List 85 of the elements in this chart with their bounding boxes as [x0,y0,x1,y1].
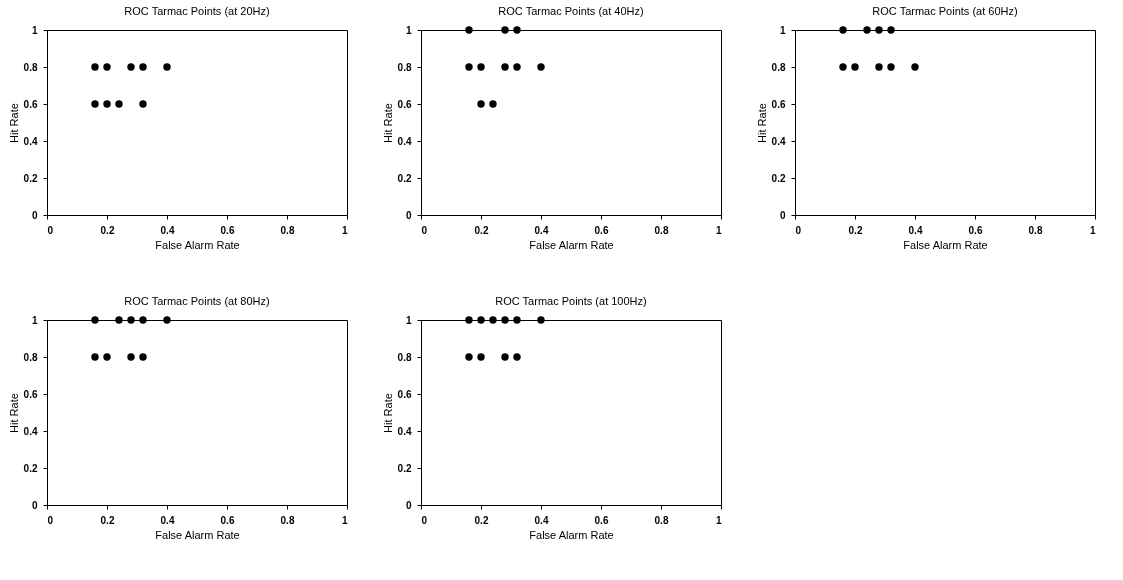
point [465,63,473,71]
x-tick-label: 0.6 [594,514,609,526]
x-tick-label: 0 [795,224,802,236]
x-axis-title: False Alarm Rate [155,528,240,541]
point [477,63,485,71]
point [477,100,485,108]
x-tick-label: 1 [1089,224,1096,236]
x-tick-label: 0.4 [160,514,175,526]
x-tick-label: 0.2 [474,224,489,236]
x-tick-label: 0.6 [968,224,983,236]
y-tick-label: 1 [31,24,38,36]
x-axis-title: False Alarm Rate [903,238,988,251]
x-tick-label: 0.6 [220,224,235,236]
x-tick-label: 0 [421,514,428,526]
y-tick-label: 0.4 [771,135,786,147]
y-tick-label: 0.4 [397,135,412,147]
y-tick-label: 0.6 [771,98,786,110]
point [489,100,497,108]
y-tick-label: 0.6 [397,388,412,400]
y-tick-label: 0.2 [23,462,38,474]
x-tick-label: 0.4 [908,224,923,236]
x-tick-label: 0 [421,224,428,236]
y-tick-label: 0.2 [23,172,38,184]
y-tick-label: 0.8 [771,61,786,73]
y-tick-label: 0.8 [23,351,38,363]
y-tick-label: 0.2 [771,172,786,184]
y-tick-label: 1 [405,314,412,326]
x-tick-label: 0.2 [100,224,115,236]
y-tick-label: 0.8 [397,61,412,73]
x-tick-label: 0.8 [280,514,295,526]
y-tick-label: 0 [405,209,412,221]
chart-title: ROC Tarmac Points (at 40Hz) [498,5,644,17]
x-tick-label: 0 [47,514,54,526]
x-tick-label: 0.6 [594,224,609,236]
y-tick-label: 1 [405,24,412,36]
x-tick-label: 0.4 [534,514,549,526]
y-axis-title: Hit Rate [755,103,768,143]
x-tick-label: 0.8 [654,224,669,236]
y-tick-label: 0 [405,499,412,511]
y-axis-title: Hit Rate [7,103,20,143]
chart-title: ROC Tarmac Points (at 20Hz) [124,5,270,17]
x-tick-label: 0 [47,224,54,236]
x-tick-label: 0.8 [280,224,295,236]
x-tick-label: 0.2 [474,514,489,526]
x-tick-label: 0.2 [100,514,115,526]
y-tick-label: 0.4 [397,425,412,437]
point [501,26,509,34]
x-tick-label: 0.2 [848,224,863,236]
y-tick-label: 0.6 [397,98,412,110]
x-tick-label: 0.8 [1028,224,1043,236]
x-tick-label: 0.6 [220,514,235,526]
point [501,63,509,71]
x-axis-title: False Alarm Rate [155,238,240,251]
chart-title: ROC Tarmac Points (at 60Hz) [872,5,1018,17]
chart-title: ROC Tarmac Points (at 80Hz) [124,295,270,307]
y-axis-title: Hit Rate [381,393,394,433]
x-axis-title: False Alarm Rate [529,528,614,541]
y-tick-label: 0 [779,209,786,221]
y-tick-label: 0.8 [23,61,38,73]
x-tick-label: 1 [715,224,722,236]
y-tick-label: 0.4 [23,135,38,147]
x-tick-label: 0.8 [654,514,669,526]
y-tick-label: 0.6 [23,98,38,110]
point [513,26,521,34]
y-tick-label: 0.2 [397,462,412,474]
y-axis-title: Hit Rate [381,103,394,143]
x-tick-label: 1 [341,224,348,236]
x-tick-label: 1 [341,514,348,526]
y-axis-title: Hit Rate [7,393,20,433]
x-tick-label: 1 [715,514,722,526]
point [513,63,521,71]
x-axis-title: False Alarm Rate [529,238,614,251]
x-tick-label: 0.4 [160,224,175,236]
y-tick-label: 0 [31,499,38,511]
y-tick-label: 0.4 [23,425,38,437]
y-tick-label: 0.6 [23,388,38,400]
y-tick-label: 0.8 [397,351,412,363]
y-tick-label: 0 [31,209,38,221]
chart-title: ROC Tarmac Points (at 100Hz) [495,295,647,307]
x-tick-label: 0.4 [534,224,549,236]
y-tick-label: 1 [31,314,38,326]
point [465,26,473,34]
point [537,63,545,71]
y-tick-label: 0.2 [397,172,412,184]
y-tick-label: 1 [779,24,786,36]
